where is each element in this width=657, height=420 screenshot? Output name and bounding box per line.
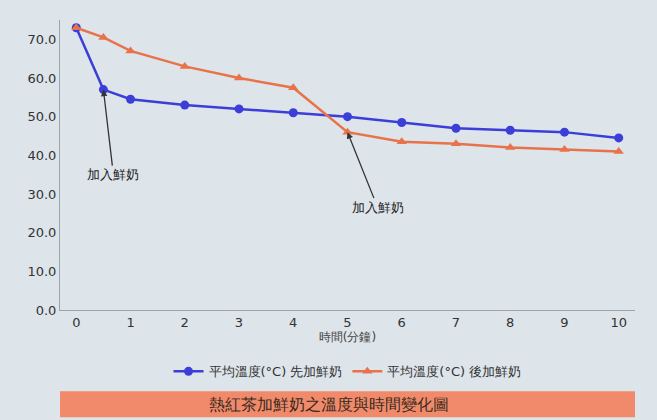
svg-text:6: 6 <box>398 315 406 330</box>
svg-text:8: 8 <box>506 315 514 330</box>
svg-text:0: 0 <box>72 315 80 330</box>
svg-text:40.0: 40.0 <box>27 148 56 163</box>
svg-text:加入鮮奶: 加入鮮奶 <box>87 167 139 182</box>
svg-text:7: 7 <box>452 315 460 330</box>
svg-text:20.0: 20.0 <box>27 225 56 240</box>
svg-text:60.0: 60.0 <box>27 71 56 86</box>
svg-text:10.0: 10.0 <box>27 264 56 279</box>
svg-text:5: 5 <box>343 315 351 330</box>
svg-text:平均溫度(°C) 後加鮮奶: 平均溫度(°C) 後加鮮奶 <box>387 364 521 379</box>
svg-text:2: 2 <box>181 315 189 330</box>
svg-text:9: 9 <box>560 315 568 330</box>
svg-text:70.0: 70.0 <box>27 32 56 47</box>
svg-text:30.0: 30.0 <box>27 187 56 202</box>
svg-text:平均溫度(°C) 先加鮮奶: 平均溫度(°C) 先加鮮奶 <box>209 364 343 379</box>
svg-text:1: 1 <box>126 315 134 330</box>
svg-text:3: 3 <box>235 315 243 330</box>
svg-text:50.0: 50.0 <box>27 109 56 124</box>
svg-text:加入鮮奶: 加入鮮奶 <box>352 200 404 215</box>
svg-text:4: 4 <box>289 315 297 330</box>
svg-text:10: 10 <box>610 315 627 330</box>
svg-text:0.0: 0.0 <box>36 303 57 318</box>
svg-text:時間(分鐘): 時間(分鐘) <box>319 330 376 344</box>
svg-text:熱紅茶加鮮奶之溫度與時間變化圖: 熱紅茶加鮮奶之溫度與時間變化圖 <box>209 395 449 414</box>
